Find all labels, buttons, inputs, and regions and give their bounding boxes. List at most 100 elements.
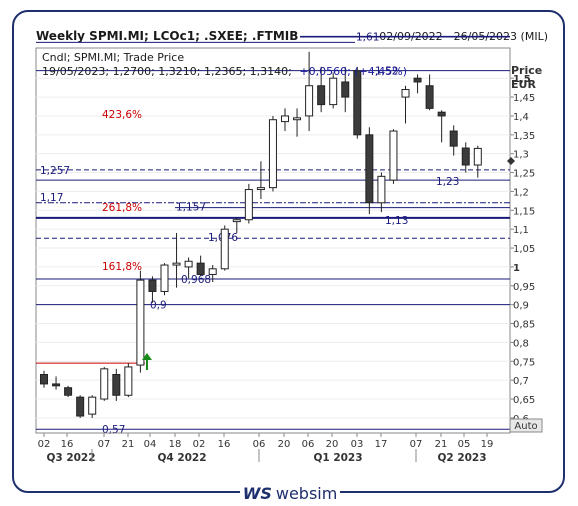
x-tick-label: 06: [302, 439, 315, 450]
candle-body: [305, 85, 314, 117]
auto-button-label: Auto: [514, 421, 537, 432]
x-tick-label: 19: [481, 439, 494, 450]
quarter-label: Q1 2023: [313, 452, 362, 464]
candle-body: [353, 70, 362, 136]
candle-body: [52, 383, 61, 387]
candle-body: [64, 387, 73, 396]
level-label: 1,13: [385, 215, 408, 227]
level-label: 1,23: [436, 176, 459, 188]
candle-body: [341, 81, 350, 98]
y-tick-label: 0,65: [513, 395, 535, 406]
x-tick-label: 03: [351, 439, 364, 450]
quarter-label: Q3 2022: [46, 452, 95, 464]
y-tick-label: 1,45: [513, 93, 535, 104]
y-tick-label: 0,95: [513, 282, 535, 293]
candle-body: [329, 77, 338, 106]
candle-body: [148, 279, 157, 292]
x-tick-label: 07: [410, 439, 423, 450]
legend-line-2: 19/05/2023; 1,2700; 1,3210; 1,2365; 1,31…: [42, 65, 407, 78]
candle-body: [172, 262, 181, 266]
y-tick-label: 0,75: [513, 357, 535, 368]
y-tick-label: 1,05: [513, 244, 535, 255]
axis-title-currency: EUR: [511, 78, 536, 91]
x-tick-label: 18: [169, 439, 182, 450]
level-label: 1,61: [356, 32, 379, 44]
candle-body: [461, 147, 470, 166]
candle-body: [437, 111, 446, 117]
x-tick-label: 21: [435, 439, 448, 450]
last-price-marker: [507, 157, 515, 165]
candle-body: [76, 396, 85, 417]
candle-body: [256, 187, 265, 191]
x-tick-label: 21: [122, 439, 135, 450]
candle-body: [160, 264, 169, 292]
candle-body: [401, 89, 410, 98]
websim-wordmark: websim: [275, 483, 338, 503]
x-tick-label: 05: [458, 439, 471, 450]
legend-line-1: Cndl; SPMI.MI; Trade Price: [42, 51, 184, 64]
quarter-label: Q2 2023: [437, 452, 486, 464]
level-label: 1,157: [176, 202, 206, 214]
y-tick-label: 1,15: [513, 206, 535, 217]
y-tick-label: 0,9: [513, 301, 529, 312]
candle-body: [184, 260, 193, 268]
fib-label: 261,8%: [102, 202, 142, 214]
x-tick-label: 17: [375, 439, 388, 450]
y-tick-label: 0,85: [513, 320, 535, 331]
y-tick-label: 1,1: [513, 225, 529, 236]
candle-body: [88, 396, 97, 415]
level-label: 1,52: [375, 66, 398, 78]
candle-body: [365, 134, 374, 204]
x-tick-label: 20: [326, 439, 339, 450]
candle-body: [317, 85, 326, 106]
candle-body: [40, 373, 48, 385]
candle-body: [112, 373, 121, 396]
level-label: 0,9: [150, 300, 167, 312]
x-tick-label: 02: [38, 439, 51, 450]
candle-body: [136, 279, 145, 366]
y-tick-label: 1,35: [513, 131, 535, 142]
level-label: 0,57: [102, 424, 125, 436]
candle-body: [281, 115, 289, 123]
level-label: 0,968: [181, 274, 211, 286]
green-arrow-icon: [142, 353, 152, 370]
y-tick-label: 1,5: [513, 74, 531, 85]
x-tick-label: 07: [98, 439, 111, 450]
candle-body: [196, 262, 205, 275]
x-tick-label: 16: [218, 439, 231, 450]
candle-body: [100, 368, 109, 400]
y-tick-label: 1,2: [513, 187, 529, 198]
x-tick-label: 02: [193, 439, 206, 450]
axis-title-price: Price: [511, 64, 542, 77]
candle-body: [425, 85, 434, 109]
candle-body: [389, 130, 398, 181]
x-tick-label: 06: [253, 439, 266, 450]
candle-body: [449, 130, 458, 147]
candle-body: [473, 147, 482, 166]
auto-button[interactable]: [509, 418, 543, 433]
websim-logo: WS websim: [240, 482, 340, 504]
y-tick-label: 1,25: [513, 169, 535, 180]
y-tick-label: 1,3: [513, 150, 529, 161]
x-tick-label: 20: [278, 439, 291, 450]
chart-title: Weekly SPMI.MI; LCOc1; .SXEE; .FTMIB: [36, 29, 298, 43]
x-tick-label: 16: [61, 439, 74, 450]
fib-label: 161,8%: [102, 261, 142, 273]
candle-body: [232, 219, 241, 223]
candle-body: [293, 117, 302, 121]
level-label: 1,257: [40, 165, 70, 177]
websim-mark: WS: [242, 483, 272, 503]
y-tick-label: 1,4: [513, 112, 529, 123]
y-tick-label: 0,8: [513, 338, 529, 349]
legend-change: +0,0560; (+4,45%): [299, 65, 407, 78]
candle-body: [268, 119, 277, 189]
candle-body: [124, 366, 133, 396]
quarter-label: Q4 2022: [157, 452, 206, 464]
level-label: 1,17: [40, 192, 63, 204]
candle-body: [377, 175, 386, 204]
candle-body: [208, 268, 217, 275]
y-tick-label: 0,7: [513, 376, 529, 387]
candle-body: [220, 228, 229, 270]
candle-body: [244, 189, 253, 221]
